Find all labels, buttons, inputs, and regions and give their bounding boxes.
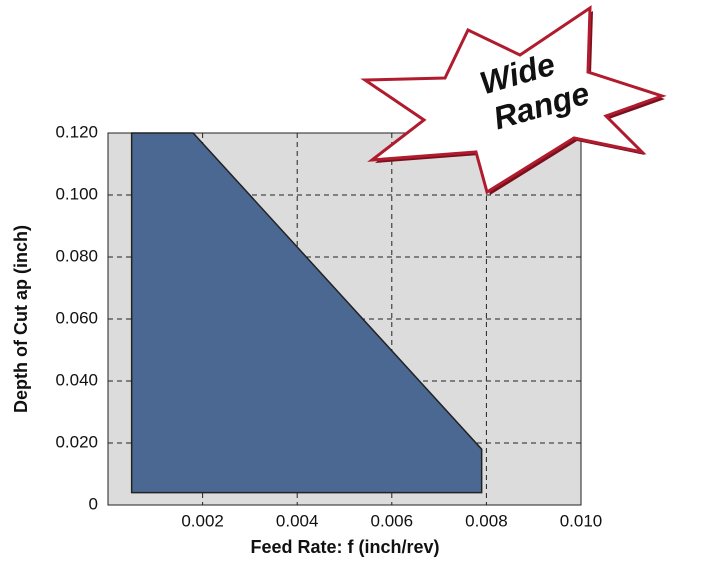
x-tick-label: 0.004 [276,511,319,530]
x-tick-label: 0.006 [371,511,414,530]
x-axis-label: Feed Rate: f (inch/rev) [250,537,439,557]
y-tick-label: 0.040 [55,370,98,389]
star [360,5,667,195]
x-tick-label: 0.008 [465,511,508,530]
y-tick-label: 0.120 [55,122,98,141]
y-tick-label: 0.080 [55,246,98,265]
y-tick-label: 0.060 [55,308,98,327]
area [130,132,483,494]
x-tick-label: 0.002 [181,511,224,530]
y-tick-label: 0 [89,494,98,513]
y-tick-label: 0.020 [55,432,98,451]
y-tick-label: 0.100 [55,184,98,203]
data [130,132,483,494]
y-axis-label: Depth of Cut ap (inch) [11,225,31,413]
starburst: Wide Range [360,5,667,195]
x-tick-label: 0.010 [560,511,603,530]
